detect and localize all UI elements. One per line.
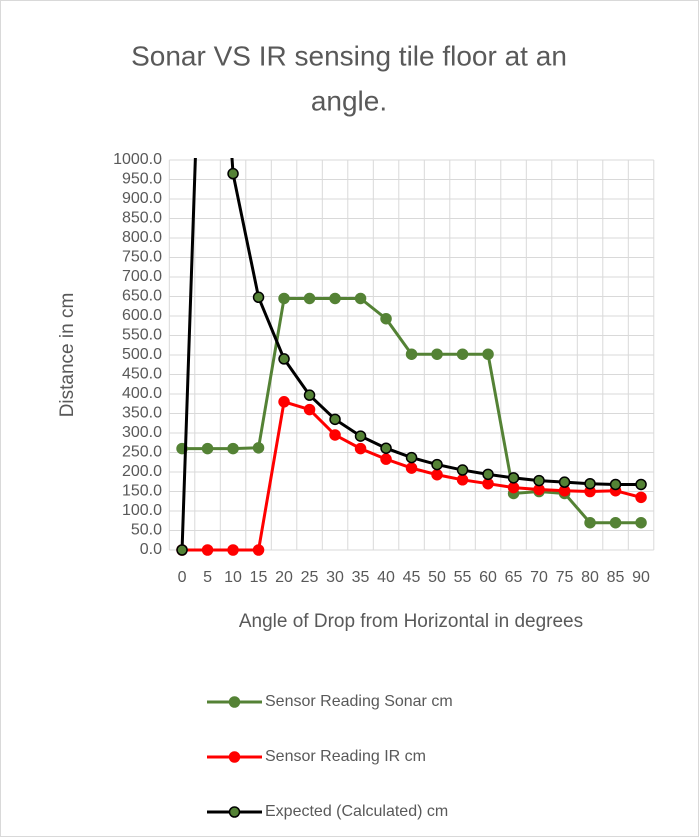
- x-tick-label: 5: [203, 569, 212, 586]
- data-point: [584, 516, 596, 529]
- y-tick-label: 350.0: [122, 405, 162, 422]
- data-point: [252, 291, 265, 304]
- y-tick-label: 550.0: [122, 327, 162, 344]
- data-point: [329, 429, 341, 441]
- data-point: [201, 442, 214, 455]
- data-point: [329, 413, 341, 426]
- x-tick-label: 55: [454, 569, 472, 586]
- data-point: [558, 476, 571, 488]
- x-tick-label: 75: [556, 569, 574, 586]
- chart-title: angle.: [311, 85, 387, 116]
- y-tick-label: 800.0: [122, 229, 162, 246]
- data-point: [380, 453, 392, 465]
- x-tick-label: 45: [403, 569, 421, 586]
- data-point: [584, 477, 596, 490]
- x-tick-label: 35: [352, 569, 370, 586]
- x-tick-label: 20: [275, 569, 293, 586]
- x-tick-label: 65: [505, 569, 523, 586]
- legend-label: Sensor Reading IR cm: [265, 748, 426, 765]
- y-tick-label: 400.0: [122, 385, 162, 402]
- data-point: [380, 442, 392, 454]
- y-tick-label: 500.0: [122, 346, 162, 363]
- x-tick-label: 60: [479, 569, 497, 586]
- data-point: [329, 292, 341, 305]
- data-point: [176, 544, 188, 556]
- legend-marker: [228, 751, 241, 763]
- data-point: [380, 312, 392, 325]
- x-tick-label: 30: [326, 569, 344, 586]
- y-tick-label: 900.0: [122, 190, 162, 207]
- data-point: [405, 348, 418, 360]
- data-point: [303, 389, 316, 401]
- data-point: [431, 348, 443, 360]
- data-point: [635, 478, 647, 491]
- data-point: [507, 472, 520, 484]
- data-point: [533, 474, 545, 487]
- data-point: [456, 348, 469, 360]
- y-tick-label: 850.0: [122, 210, 162, 227]
- x-tick-label: 10: [224, 569, 242, 586]
- data-point: [635, 516, 647, 529]
- data-point: [278, 292, 290, 305]
- x-tick-label: 50: [428, 569, 446, 586]
- legend-label: Sensor Reading Sonar cm: [265, 693, 453, 710]
- data-point: [456, 464, 469, 476]
- y-tick-label: 950.0: [122, 171, 162, 188]
- y-tick-label: 0.0: [140, 541, 162, 558]
- data-point: [507, 481, 520, 494]
- data-point: [482, 477, 494, 490]
- x-tick-label: 15: [250, 569, 268, 586]
- x-tick-label: 80: [581, 569, 599, 586]
- legend-marker: [228, 696, 241, 708]
- y-tick-label: 300.0: [122, 424, 162, 441]
- x-tick-label: 85: [607, 569, 625, 586]
- y-tick-label: 600.0: [122, 307, 162, 324]
- y-tick-label: 750.0: [122, 249, 162, 266]
- y-tick-label: 700.0: [122, 268, 162, 285]
- y-tick-label: 100.0: [122, 502, 162, 519]
- x-tick-label: 0: [178, 569, 187, 586]
- x-axis-title: Angle of Drop from Horizontal in degrees: [239, 611, 583, 632]
- y-tick-label: 250.0: [122, 444, 162, 461]
- x-tick-label: 25: [301, 569, 319, 586]
- y-axis-title: Distance in cm: [57, 293, 78, 418]
- legend-marker: [228, 806, 241, 818]
- y-tick-label: 200.0: [122, 463, 162, 480]
- data-point: [431, 468, 443, 481]
- x-tick-label: 70: [530, 569, 548, 586]
- data-point: [405, 462, 418, 474]
- data-point: [303, 292, 316, 305]
- data-point: [609, 516, 622, 529]
- data-point: [405, 451, 418, 464]
- y-tick-label: 50.0: [131, 522, 162, 539]
- data-point: [252, 544, 265, 556]
- data-point: [278, 353, 290, 365]
- data-point: [227, 442, 239, 455]
- data-point: [482, 348, 494, 360]
- x-tick-label: 90: [632, 569, 650, 586]
- chart-title: Sonar VS IR sensing tile floor at an: [131, 40, 567, 71]
- y-tick-label: 650.0: [122, 288, 162, 305]
- data-point: [635, 491, 647, 504]
- data-point: [201, 544, 214, 556]
- data-point: [354, 442, 367, 455]
- data-point: [227, 167, 239, 180]
- data-point: [278, 396, 290, 408]
- y-tick-label: 1000.0: [113, 151, 162, 168]
- data-point: [482, 468, 494, 481]
- data-point: [227, 544, 239, 556]
- data-point: [431, 458, 443, 471]
- y-tick-label: 450.0: [122, 366, 162, 383]
- legend-label: Expected (Calculated) cm: [265, 803, 448, 820]
- data-point: [252, 442, 265, 454]
- data-point: [303, 403, 316, 416]
- data-point: [456, 474, 469, 486]
- x-tick-label: 40: [377, 569, 395, 586]
- y-tick-label: 150.0: [122, 483, 162, 500]
- data-point: [609, 478, 622, 491]
- data-point: [354, 430, 367, 442]
- data-point: [354, 292, 367, 305]
